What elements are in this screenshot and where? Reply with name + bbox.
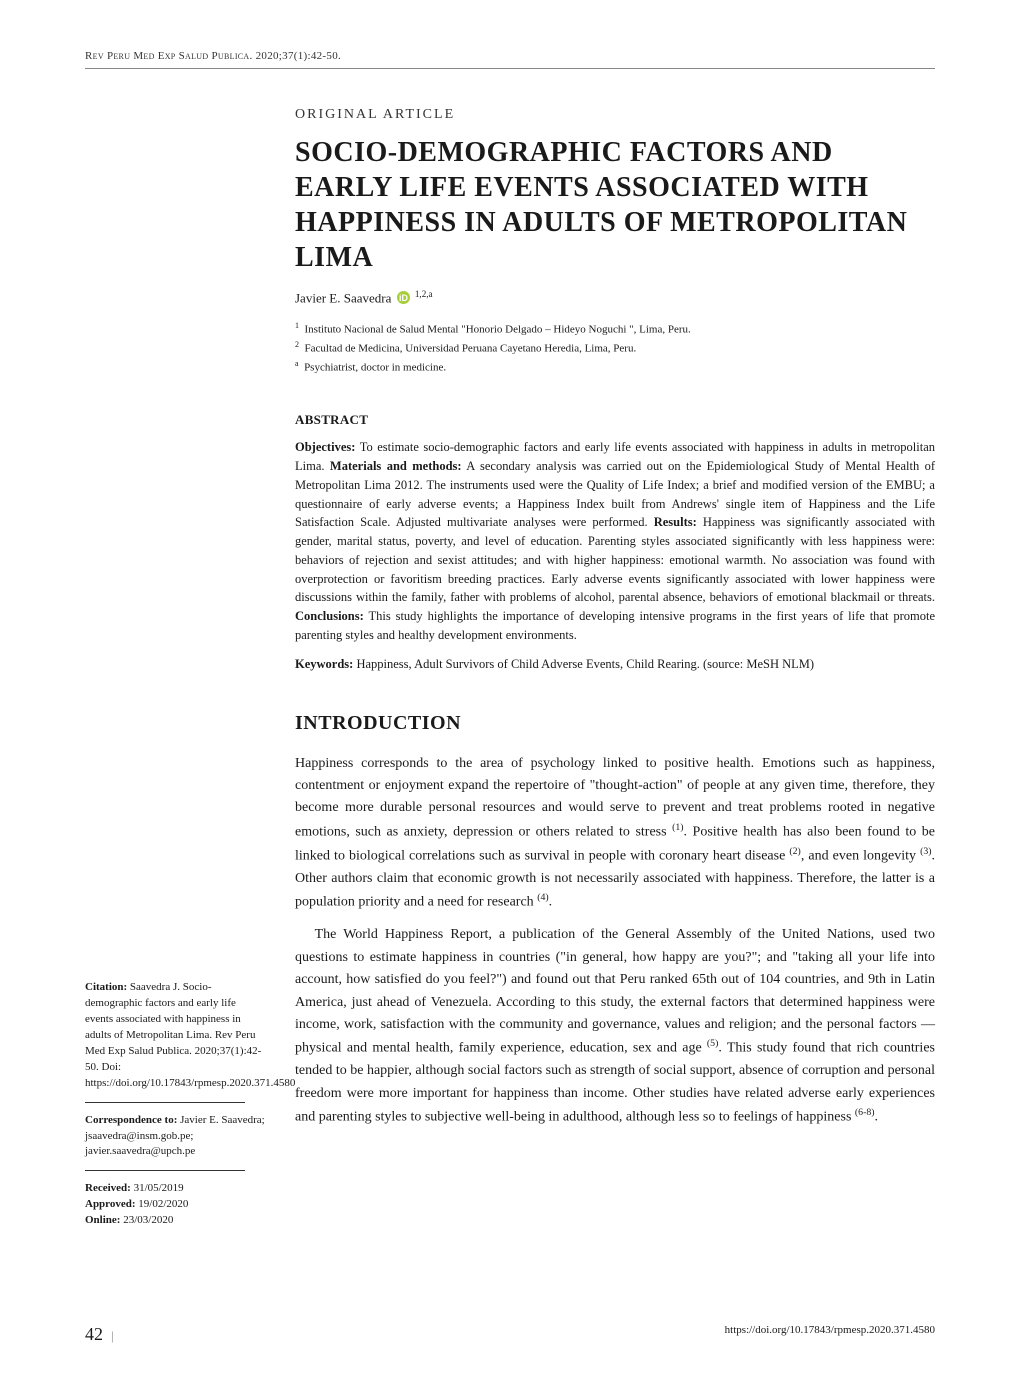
author-line: Javier E. Saavedra iD 1,2,a [295, 289, 935, 306]
correspondence-block: Correspondence to: Javier E. Saavedra; j… [85, 1113, 265, 1161]
sidebar-rule [85, 1170, 245, 1171]
affiliation-row: a Psychiatrist, doctor in medicine. [295, 358, 935, 377]
article-type: ORIGINAL ARTICLE [295, 107, 935, 123]
abstract-body: Objectives: To estimate socio-demographi… [295, 438, 935, 644]
footer-doi[interactable]: https://doi.org/10.17843/rpmesp.2020.371… [725, 1324, 935, 1345]
abstract-heading: ABSTRACT [295, 412, 935, 428]
author-name: Javier E. Saavedra [295, 290, 391, 305]
affiliation-row: 1 Instituto Nacional de Salud Mental "Ho… [295, 320, 935, 339]
section-heading-introduction: INTRODUCTION [295, 712, 935, 735]
page-footer: 42| https://doi.org/10.17843/rpmesp.2020… [85, 1324, 935, 1345]
running-head: Rev Peru Med Exp Salud Publica. 2020;37(… [85, 50, 935, 62]
page-number: 42| [85, 1324, 114, 1345]
main-column: ORIGINAL ARTICLE SOCIO-DEMOGRAPHIC FACTO… [295, 107, 935, 1129]
orcid-icon[interactable]: iD [397, 291, 410, 304]
article-title: SOCIO-DEMOGRAPHIC FACTORS AND EARLY LIFE… [295, 135, 935, 275]
intro-paragraph-2: The World Happiness Report, a publicatio… [295, 924, 935, 1129]
author-affil-sup: 1,2,a [415, 289, 433, 299]
sidebar: Citation: Saavedra J. Socio-demographic … [85, 980, 265, 1237]
dates-block: Received: 31/05/2019 Approved: 19/02/202… [85, 1181, 265, 1229]
affiliations: 1 Instituto Nacional de Salud Mental "Ho… [295, 320, 935, 376]
svg-text:iD: iD [399, 293, 408, 303]
keywords: Keywords: Happiness, Adult Survivors of … [295, 657, 935, 672]
sidebar-rule [85, 1102, 245, 1103]
affiliation-row: 2 Facultad de Medicina, Universidad Peru… [295, 339, 935, 358]
intro-paragraph-1: Happiness corresponds to the area of psy… [295, 753, 935, 915]
citation-block: Citation: Saavedra J. Socio-demographic … [85, 980, 265, 1092]
top-rule [85, 68, 935, 69]
